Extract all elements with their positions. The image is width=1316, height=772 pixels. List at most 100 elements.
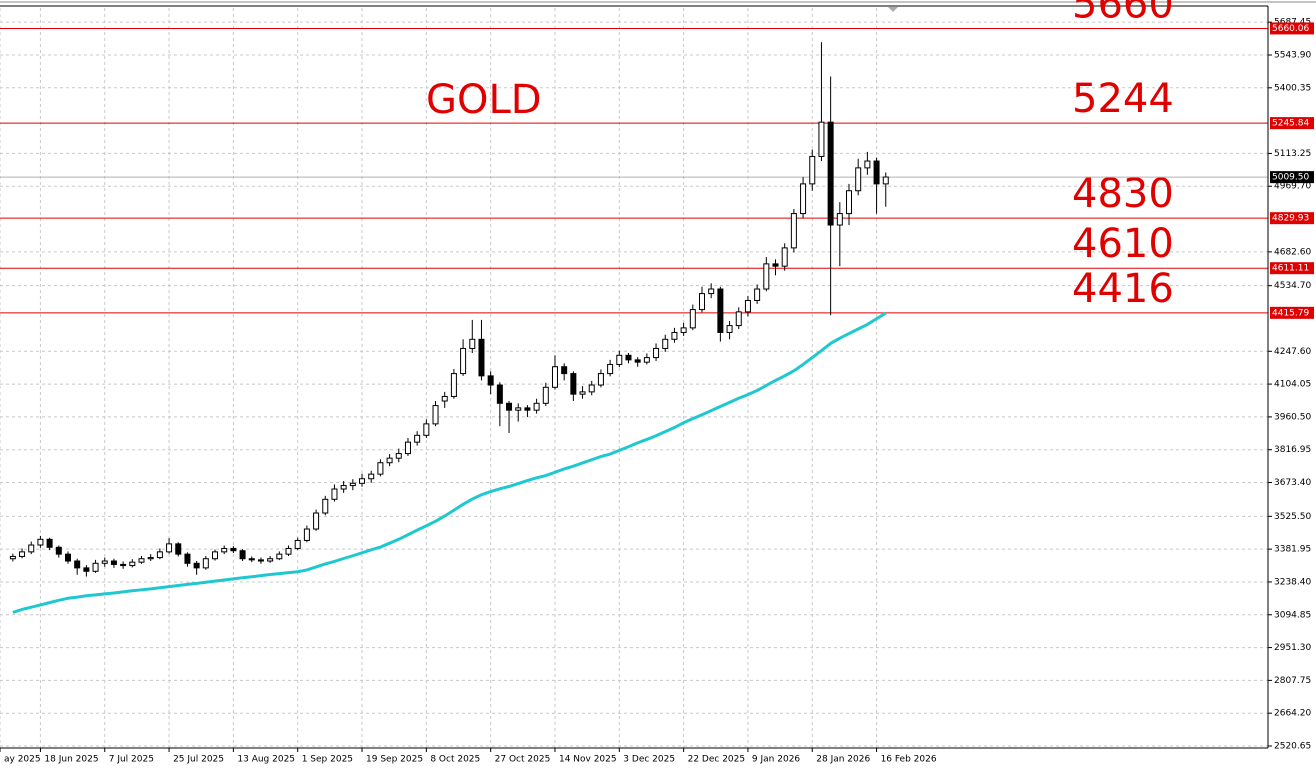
level-tag-label: 4611.11	[1272, 264, 1309, 274]
level-tag	[1270, 22, 1314, 35]
current-price-label: 5009.50	[1272, 173, 1309, 183]
candle-body	[340, 485, 347, 490]
candle-body	[579, 391, 586, 395]
x-tick-label: 28 Jan 2026	[816, 755, 870, 765]
candle-body	[790, 213, 797, 249]
y-tick-label: 5543.90	[1274, 50, 1311, 60]
x-tick-label: 9 Jan 2026	[752, 755, 800, 765]
candle-body	[680, 327, 687, 333]
candle-body	[744, 299, 751, 313]
candle-body	[248, 558, 255, 561]
candle-body	[689, 309, 696, 329]
y-tick-label: 3238.40	[1274, 577, 1311, 587]
candle-body	[166, 543, 173, 553]
candle-body	[570, 373, 577, 395]
level-tag-label: 5245.84	[1272, 119, 1309, 129]
scroll-marker	[888, 7, 898, 12]
level-annotation: 4416	[1072, 266, 1174, 312]
x-tick-label: 13 Aug 2025	[237, 755, 295, 765]
candle-body	[818, 121, 825, 157]
y-tick-label: 3673.40	[1274, 478, 1311, 488]
candle-body	[726, 325, 733, 333]
x-tick-label: 14 Nov 2025	[559, 755, 617, 765]
candle-body	[873, 160, 880, 185]
candle-body	[193, 562, 200, 569]
level-tag-label: 4829.93	[1272, 214, 1309, 224]
candle-body	[846, 190, 853, 215]
y-tick-label: 3094.85	[1274, 610, 1311, 620]
x-tick-label: 16 Feb 2026	[881, 755, 937, 765]
candle-body	[28, 544, 35, 553]
candle-body	[294, 539, 301, 549]
candle-body	[781, 247, 788, 267]
candle-body	[735, 311, 742, 327]
candle-body	[717, 288, 724, 333]
level-tag	[1270, 306, 1314, 319]
candle-body	[184, 553, 191, 564]
candle-body	[772, 263, 779, 267]
axes: 5687.455543.905400.355113.254969.704682.…	[0, 18, 1314, 765]
candle-body	[120, 563, 127, 567]
x-tick-label: 18 Jun 2025	[44, 755, 98, 765]
level-tag-label: 5660.06	[1272, 24, 1309, 34]
x-tick-label: 19 Sep 2025	[366, 755, 423, 765]
candle-body	[607, 363, 614, 375]
level-annotation: 4830	[1072, 171, 1174, 217]
candle-body	[597, 373, 604, 386]
candle-body	[524, 407, 531, 411]
candle-body	[285, 547, 292, 555]
candle-body	[855, 167, 862, 192]
candle-body	[561, 366, 568, 375]
candle-body	[551, 366, 558, 388]
y-tick-label: 2951.30	[1274, 643, 1311, 653]
candle-body	[588, 384, 595, 393]
candle-body	[349, 482, 356, 487]
candle-body	[202, 558, 209, 569]
y-tick-label: 2520.65	[1274, 742, 1311, 752]
candle-body	[836, 213, 843, 226]
candle-body	[662, 338, 669, 349]
candle-body	[432, 405, 439, 425]
candle-body	[239, 550, 246, 560]
level-annotation: 5660	[1072, 0, 1174, 27]
y-tick-label: 4682.60	[1274, 247, 1311, 257]
x-tick-label: 1 Sep 2025	[302, 755, 353, 765]
level-tag	[1270, 262, 1314, 275]
candle-body	[496, 384, 503, 404]
candle-body	[37, 538, 44, 546]
candle-body	[395, 453, 402, 459]
candle-body	[754, 288, 761, 301]
candle-body	[212, 551, 219, 560]
x-tick-label: 7 Jul 2025	[109, 755, 154, 765]
candle-body	[698, 293, 705, 311]
candle-body	[331, 488, 338, 500]
candle-body	[175, 543, 182, 555]
chart-title: GOLD	[426, 77, 542, 123]
candle-body	[441, 395, 448, 402]
candle-body	[74, 560, 81, 569]
candle-body	[882, 176, 889, 185]
candle-body	[267, 558, 274, 562]
y-tick-label: 3525.50	[1274, 512, 1311, 522]
candle-body	[303, 528, 310, 541]
candle-body	[634, 359, 641, 363]
candle-body	[414, 434, 421, 443]
candle-body	[386, 457, 393, 464]
candle-body	[827, 121, 834, 226]
x-tick-label: 25 Jul 2025	[173, 755, 224, 765]
candle-body	[763, 263, 770, 290]
candle-body	[460, 347, 467, 375]
grid	[0, 8, 1268, 748]
x-tick-label: 22 Dec 2025	[688, 755, 746, 765]
y-tick-label: 5113.25	[1274, 149, 1311, 159]
x-tick-label: 27 Oct 2025	[495, 755, 551, 765]
level-annotation: 4610	[1072, 221, 1174, 267]
x-tick-label: 3 Dec 2025	[623, 755, 675, 765]
candle-body	[230, 547, 237, 552]
candle-body	[110, 560, 117, 565]
y-tick-label: 2807.75	[1274, 676, 1311, 686]
moving-average	[12, 311, 887, 614]
candle-body	[156, 551, 163, 559]
candle-body	[671, 331, 678, 340]
